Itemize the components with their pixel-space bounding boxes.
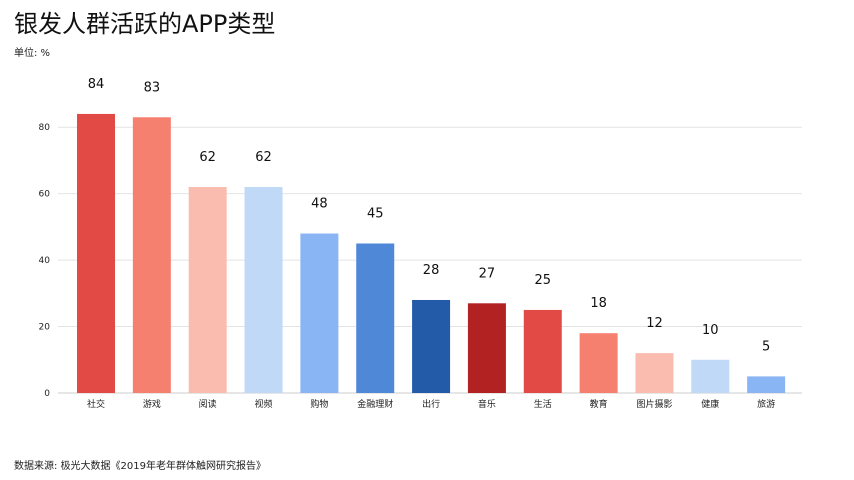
x-tick-label: 金融理财 xyxy=(357,398,393,410)
bar xyxy=(691,359,730,393)
data-label: 45 xyxy=(367,207,384,222)
y-tick-label: 20 xyxy=(39,323,51,333)
y-tick-label: 40 xyxy=(39,256,51,266)
bar xyxy=(579,333,618,393)
bar xyxy=(356,243,395,393)
x-tick-label: 阅读 xyxy=(199,398,217,410)
bar xyxy=(188,187,227,393)
bar xyxy=(635,353,674,393)
x-tick-label: 健康 xyxy=(701,398,719,410)
data-label: 5 xyxy=(762,339,770,354)
x-tick-label: 出行 xyxy=(422,398,440,410)
data-label: 18 xyxy=(590,296,607,311)
data-label: 28 xyxy=(423,263,440,278)
bar xyxy=(300,233,339,393)
unit-label: 单位: % xyxy=(14,48,51,59)
data-source: 数据来源: 极光大数据《2019年老年群体触网研究报告》 xyxy=(14,461,266,472)
bar xyxy=(132,117,171,393)
bar xyxy=(77,113,115,393)
bar xyxy=(747,376,786,393)
bar xyxy=(244,187,283,393)
x-tick-label: 游戏 xyxy=(143,398,161,410)
data-label: 48 xyxy=(311,197,328,212)
bar xyxy=(412,299,451,393)
chart-title: 银发人群活跃的APP类型 xyxy=(14,10,276,38)
x-tick-label: 教育 xyxy=(590,398,608,410)
data-label: 10 xyxy=(702,323,719,338)
x-tick-label: 生活 xyxy=(534,398,552,410)
data-label: 25 xyxy=(534,273,551,288)
y-tick-label: 0 xyxy=(44,389,50,399)
data-label: 62 xyxy=(199,150,216,165)
data-label: 62 xyxy=(255,150,272,165)
x-tick-label: 社交 xyxy=(87,398,105,410)
y-tick-label: 60 xyxy=(39,190,51,200)
y-tick-label: 80 xyxy=(39,123,51,133)
x-tick-label: 旅游 xyxy=(757,398,775,410)
x-tick-label: 音乐 xyxy=(478,398,496,410)
bar xyxy=(467,303,506,393)
x-tick-label: 购物 xyxy=(310,398,328,410)
data-label: 12 xyxy=(646,316,663,331)
data-label: 84 xyxy=(88,77,105,92)
x-tick-label: 图片摄影 xyxy=(636,398,672,410)
data-label: 27 xyxy=(479,266,496,281)
data-label: 83 xyxy=(144,80,161,95)
x-tick-label: 视频 xyxy=(255,398,273,410)
bar xyxy=(523,309,562,393)
